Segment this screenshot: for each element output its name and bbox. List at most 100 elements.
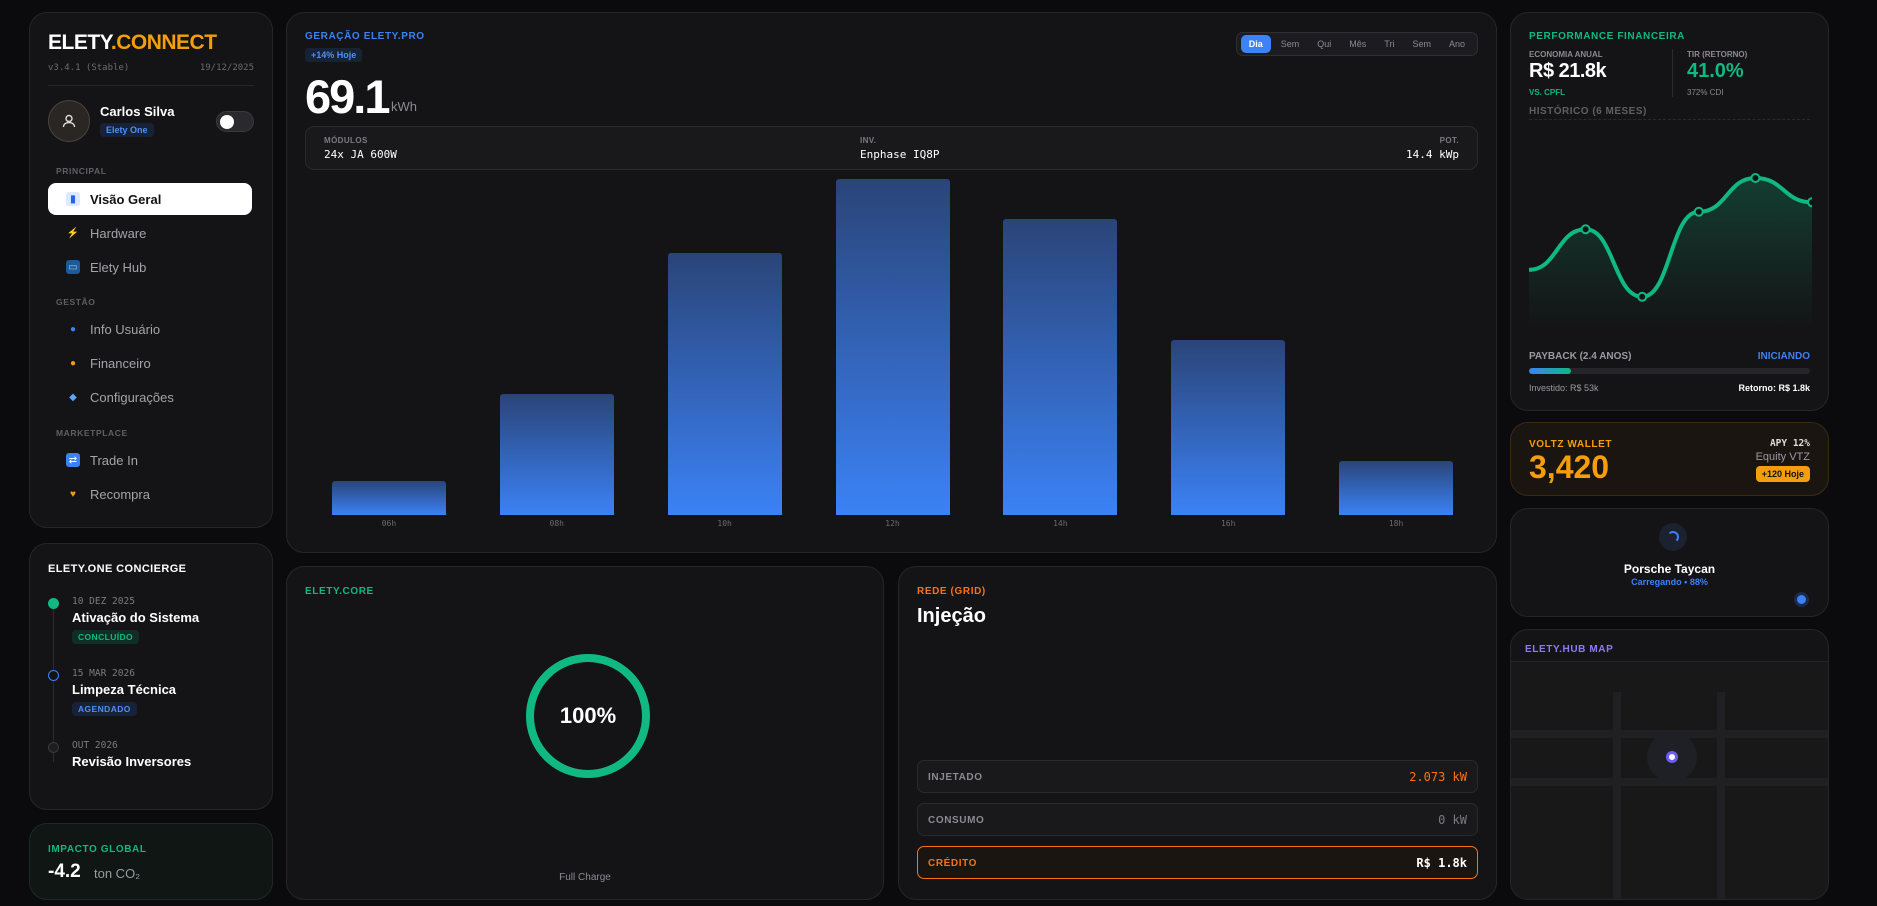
row-value: 2.073 kW (1409, 770, 1467, 784)
nav-item-hardware[interactable]: ⚡ Hardware (66, 225, 147, 241)
tab-period[interactable]: Dia (1240, 35, 1271, 53)
nav-item-info-usuario[interactable]: ● Info Usuário (48, 313, 252, 345)
divider (1511, 661, 1828, 662)
payback-progress-fill (1529, 368, 1572, 374)
chart-x-tick: 16h (1220, 519, 1236, 528)
chart-x-tick: 06h (381, 519, 397, 528)
car-panel[interactable]: Porsche Taycan Carregando • 88% (1510, 508, 1829, 617)
event-date: 15 MAR 2026 (72, 668, 135, 679)
tab-period[interactable]: Qui (1317, 39, 1332, 49)
chart-bar[interactable] (835, 179, 950, 515)
spec-label: POT. (1439, 136, 1459, 145)
heart-icon: ♥ (70, 488, 76, 500)
chart-bar[interactable] (1171, 340, 1286, 515)
growth-badge: +14% Hoje (305, 48, 363, 62)
avatar[interactable] (48, 100, 90, 142)
moneybag-icon: ● (69, 357, 77, 369)
period-tabs: Dia Sem Qui Mês Tri Sem Ano (1235, 32, 1478, 56)
wallet-equity: Equity VTZ (1755, 451, 1810, 463)
generation-unit: kWh (391, 99, 417, 114)
event-name[interactable]: Limpeza Técnica (72, 682, 177, 697)
generation-panel: GERAÇÃO ELETY.PRO +14% Hoje 69.1 kWh Dia… (286, 12, 1497, 553)
event-name[interactable]: Ativação do Sistema (72, 610, 200, 625)
system-specs: MÓDULOS 24x JA 600W INV. Enphase IQ8P PO… (305, 126, 1478, 170)
generation-title: GERAÇÃO ELETY.PRO (305, 31, 425, 42)
timeline-dot-done (48, 598, 59, 609)
theme-toggle[interactable] (216, 111, 254, 132)
status-badge: AGENDADO (72, 702, 137, 716)
grid-title: REDE (GRID) (917, 586, 986, 597)
spec-label: MÓDULOS (324, 136, 368, 145)
invested-amount: Investido: R$ 53k (1529, 383, 1599, 393)
spec-value: 14.4 kWp (1406, 148, 1459, 161)
tir-sub: 372% CDI (1687, 88, 1724, 97)
chart-icon: ▮ (66, 192, 80, 206)
event-name[interactable]: Revisão Inversores (72, 754, 192, 769)
history-divider (1529, 119, 1810, 120)
shield-icon: ◆ (69, 391, 77, 403)
history-area (1529, 178, 1812, 328)
nav-item-financeiro[interactable]: ● Financeiro (48, 347, 252, 379)
impact-title: IMPACTO GLOBAL (48, 844, 147, 855)
charge-ring (526, 654, 650, 778)
tir-value: 41.0% (1687, 60, 1744, 82)
concierge-panel: ELETY.ONE CONCIERGE 10 DEZ 2025 Ativação… (29, 543, 273, 810)
charge-ring-arc (526, 654, 650, 778)
finance-title: PERFORMANCE FINANCEIRA (1529, 31, 1685, 42)
chart-x-tick: 14h (1053, 519, 1068, 528)
nav-section-gestao: GESTÃO (56, 297, 96, 307)
wallet-title: VOLTZ WALLET (1529, 439, 1613, 450)
grid-mode: Injeção (917, 605, 986, 627)
payback-progress-track (1529, 368, 1810, 374)
user-icon (62, 114, 76, 128)
nav-item-recompra[interactable]: ♥ Recompra (48, 478, 252, 510)
location-pin-icon[interactable] (1666, 751, 1678, 763)
divider (48, 85, 254, 86)
chart-x-tick: 10h (717, 519, 732, 528)
timeline-dot-scheduled (48, 670, 59, 681)
eco-sub: VS. CPFL (1529, 88, 1566, 97)
chart-bar[interactable] (1003, 219, 1118, 515)
history-point[interactable] (1580, 224, 1591, 235)
grid-row-credito[interactable]: CRÉDITO R$ 1.8k (917, 846, 1478, 879)
timeline-dot-pending (48, 742, 59, 753)
user-icon: ● (69, 323, 77, 335)
status-dot (1797, 595, 1806, 604)
timeline-line (53, 604, 54, 762)
nav-item-configuracoes[interactable]: ◆ Configurações (48, 381, 252, 413)
chart-bar[interactable] (331, 481, 446, 515)
wallet-panel: VOLTZ WALLET 3,420 APY 12% Equity VTZ +1… (1510, 422, 1829, 496)
history-point[interactable] (1693, 206, 1704, 217)
map-canvas[interactable] (1511, 662, 1828, 899)
chart-bar[interactable] (499, 394, 614, 515)
finance-panel: PERFORMANCE FINANCEIRA ECONOMIA ANUAL R$… (1510, 12, 1829, 411)
tab-period[interactable]: Tri (1384, 39, 1395, 49)
nav-item-trade-in[interactable]: ⇄ Trade In (48, 444, 252, 476)
eco-label: ECONOMIA ANUAL (1529, 50, 1603, 59)
wallet-apy: APY 12% (1769, 438, 1810, 449)
history-point[interactable] (1637, 291, 1648, 302)
grid-panel: REDE (GRID) Injeção INJETADO 2.073 kW CO… (898, 566, 1497, 900)
divider (1672, 49, 1673, 97)
hub-map-panel[interactable]: ELETY.HUB MAP (1510, 629, 1829, 900)
history-point[interactable] (1750, 173, 1761, 183)
row-label: INJETADO (928, 772, 983, 783)
event-date: OUT 2026 (72, 740, 118, 751)
return-amount: Retorno: R$ 1.8k (1738, 383, 1810, 393)
row-label: CRÉDITO (928, 858, 978, 869)
tab-period[interactable]: Sem (1280, 39, 1300, 49)
app-logo: ELETY.CONNECT (48, 31, 217, 54)
history-point[interactable] (1807, 197, 1812, 208)
tab-period[interactable]: Mês (1349, 39, 1367, 49)
wallet-value: 3,420 (1529, 449, 1610, 485)
event-date: 10 DEZ 2025 (72, 596, 135, 607)
nav-item-visao-geral[interactable]: ▮ Visão Geral (48, 183, 252, 215)
tab-period[interactable]: Sem (1412, 39, 1431, 49)
eco-value: R$ 21.8k (1529, 60, 1607, 82)
chart-bar[interactable] (1339, 461, 1454, 515)
chart-bar[interactable] (667, 252, 782, 515)
nav-item-elety-hub[interactable]: ▭ Elety Hub (48, 251, 252, 283)
chart-x-tick: 12h (885, 519, 900, 528)
tab-period[interactable]: Ano (1448, 39, 1465, 49)
chart-x-tick: 08h (549, 519, 564, 528)
